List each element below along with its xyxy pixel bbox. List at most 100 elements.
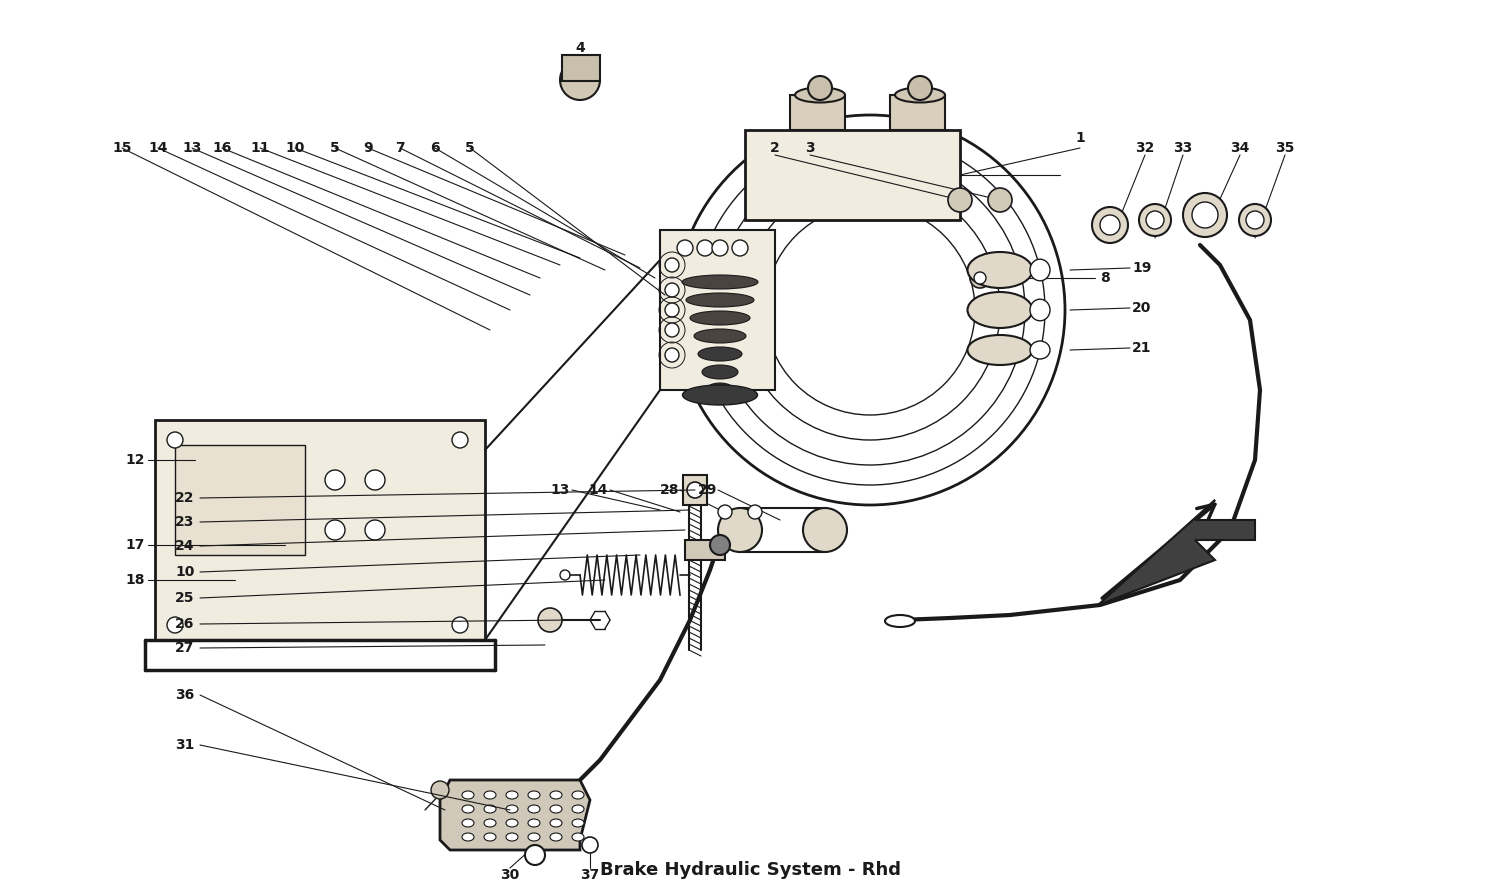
- Circle shape: [710, 535, 730, 555]
- Text: 34: 34: [1230, 141, 1250, 155]
- Text: 35: 35: [1275, 141, 1294, 155]
- Text: 2: 2: [770, 141, 780, 155]
- Circle shape: [664, 323, 680, 337]
- Bar: [682, 475, 706, 505]
- Circle shape: [687, 482, 703, 498]
- Ellipse shape: [968, 292, 1032, 328]
- Ellipse shape: [795, 87, 844, 102]
- Text: 15: 15: [112, 141, 132, 155]
- Circle shape: [948, 188, 972, 212]
- Text: 36: 36: [176, 688, 195, 702]
- Polygon shape: [1098, 500, 1256, 605]
- Ellipse shape: [528, 791, 540, 799]
- Text: 27: 27: [176, 641, 195, 655]
- Circle shape: [452, 432, 468, 448]
- Text: 33: 33: [1173, 141, 1192, 155]
- Circle shape: [452, 617, 468, 633]
- Circle shape: [1192, 202, 1218, 228]
- Ellipse shape: [706, 383, 734, 397]
- Text: 30: 30: [501, 868, 519, 882]
- Text: 21: 21: [1132, 341, 1152, 355]
- Text: 29: 29: [699, 483, 717, 497]
- Ellipse shape: [718, 508, 762, 552]
- Text: 16: 16: [213, 141, 231, 155]
- Ellipse shape: [682, 275, 758, 289]
- Circle shape: [664, 303, 680, 317]
- Text: 4: 4: [574, 41, 585, 55]
- Circle shape: [974, 272, 986, 284]
- Text: 9: 9: [363, 141, 374, 155]
- Ellipse shape: [686, 293, 754, 307]
- Text: 1: 1: [1076, 131, 1084, 145]
- Ellipse shape: [462, 833, 474, 841]
- Text: 32: 32: [1136, 141, 1155, 155]
- Circle shape: [1092, 207, 1128, 243]
- Ellipse shape: [506, 805, 518, 813]
- Ellipse shape: [506, 833, 518, 841]
- Circle shape: [675, 115, 1065, 505]
- Ellipse shape: [968, 252, 1032, 288]
- Ellipse shape: [550, 833, 562, 841]
- Ellipse shape: [702, 365, 738, 379]
- Ellipse shape: [694, 329, 746, 343]
- Text: 3: 3: [806, 141, 814, 155]
- Ellipse shape: [506, 819, 518, 827]
- Bar: [154, 420, 485, 640]
- Ellipse shape: [506, 791, 518, 799]
- Ellipse shape: [484, 819, 496, 827]
- Ellipse shape: [484, 791, 496, 799]
- Circle shape: [664, 258, 680, 272]
- Circle shape: [166, 617, 183, 633]
- Circle shape: [1100, 215, 1120, 235]
- Ellipse shape: [1030, 341, 1050, 359]
- Circle shape: [712, 240, 728, 256]
- Circle shape: [732, 240, 748, 256]
- Ellipse shape: [572, 819, 584, 827]
- Text: 26: 26: [176, 617, 195, 631]
- Text: 20: 20: [1132, 301, 1152, 315]
- Circle shape: [1146, 211, 1164, 229]
- Text: 25: 25: [176, 591, 195, 605]
- Circle shape: [1138, 204, 1172, 236]
- Ellipse shape: [698, 347, 742, 361]
- Circle shape: [560, 60, 600, 100]
- Ellipse shape: [550, 805, 562, 813]
- Circle shape: [970, 268, 990, 288]
- Text: 14: 14: [148, 141, 168, 155]
- Circle shape: [326, 520, 345, 540]
- Bar: [890, 95, 945, 130]
- Ellipse shape: [462, 819, 474, 827]
- Text: 10: 10: [285, 141, 304, 155]
- Text: 37: 37: [580, 868, 600, 882]
- Text: 23: 23: [176, 515, 195, 529]
- Ellipse shape: [462, 791, 474, 799]
- Text: 11: 11: [251, 141, 270, 155]
- Text: 17: 17: [126, 538, 144, 552]
- Ellipse shape: [885, 615, 915, 627]
- Circle shape: [364, 470, 386, 490]
- Text: 31: 31: [176, 738, 195, 752]
- Ellipse shape: [528, 833, 540, 841]
- Ellipse shape: [550, 791, 562, 799]
- Circle shape: [988, 188, 1012, 212]
- Text: 6: 6: [430, 141, 439, 155]
- Text: 18: 18: [124, 573, 144, 587]
- Bar: [686, 540, 724, 560]
- Text: 13: 13: [550, 483, 570, 497]
- Ellipse shape: [572, 833, 584, 841]
- Ellipse shape: [528, 819, 540, 827]
- Text: 14: 14: [588, 483, 608, 497]
- Ellipse shape: [802, 508, 847, 552]
- Ellipse shape: [484, 805, 496, 813]
- Circle shape: [1184, 193, 1227, 237]
- Ellipse shape: [528, 805, 540, 813]
- Bar: [176, 445, 304, 555]
- Text: 8: 8: [1100, 271, 1110, 285]
- Ellipse shape: [968, 335, 1032, 365]
- Text: 7: 7: [394, 141, 405, 155]
- Circle shape: [664, 283, 680, 297]
- Ellipse shape: [550, 819, 562, 827]
- Ellipse shape: [572, 805, 584, 813]
- Circle shape: [676, 240, 693, 256]
- Circle shape: [698, 240, 712, 256]
